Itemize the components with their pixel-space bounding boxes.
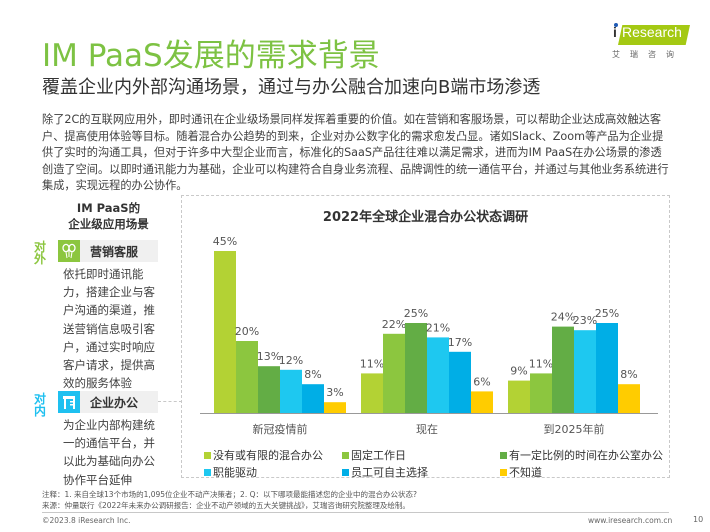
legend-swatch [204,468,211,476]
legend-item: 没有或有限的混合办公 [204,447,323,463]
logo-badge [618,25,690,45]
chart-panel: 2022年全球企业混合办公状态调研 45% 20% 13% 12% 8% 3% 新冠疫情前 1… [181,195,670,480]
office-desk-icon [58,391,80,413]
logo-brand: Research [622,24,682,40]
source-text: 来源：仲量联行《2022年未来办公调研报告：企业不动产领域的五大关键挑战》，艾瑞… [42,501,410,510]
legend-item: 固定工作日 [342,447,406,463]
scenario-office-header: 企业办公 [58,391,158,413]
legend-item: 有一定比例的时间在办公室办公 [500,447,663,463]
bar-value-label: 23% [573,314,597,327]
legend-swatch [204,451,211,459]
bar-value-label: 13% [257,350,281,363]
scenarios-heading: IM PaaS的 企业级应用场景 [56,200,161,232]
bar [236,341,258,413]
bar-value-label: 24% [551,311,575,324]
bar-value-label: 25% [404,307,428,320]
legend-item: 员工可自主选择 [342,464,428,480]
bar-value-label: 21% [426,321,450,334]
legend-item: 职能驱动 [204,464,257,480]
bar-value-label: 12% [279,354,303,367]
bar-value-label: 45% [213,235,237,248]
scenario-office-description: 为企业内部构建统一的通信平台，并以此为基础向办公协作平台延伸 [63,418,155,487]
page-title: IM PaaS发展的需求背景 [42,38,380,74]
scenarios-heading-line2: 企业级应用场景 [68,217,149,231]
intro-paragraph: 除了2C的互联网应用外，即时通讯在企业级场景同样发挥着重要的价值。如在营销和客服… [42,113,669,193]
logo-brand-cn: 艾瑞咨询 [612,50,684,59]
scenario-marketing-description: 依托即时通讯能力，搭建企业与客户沟通的渠道，推送营销信息吸引客户，通过实时响应客… [63,267,155,391]
bar [574,330,596,413]
scenario-marketing-label: 营销客服 [90,245,139,259]
bar [361,373,383,413]
bar [214,251,236,413]
legend-label: 职能驱动 [213,466,257,479]
footer-divider [42,512,669,513]
category-label: 新冠疫情前 [253,422,308,436]
footnotes: 注释：1. 来自全球13个市场的1,095位企业不动产决策者；2. Q：以下哪项… [42,489,417,511]
bar [324,402,346,413]
copyright: ©2023.8 iResearch Inc. [42,516,131,525]
bar [618,384,640,413]
legend-label: 员工可自主选择 [351,466,428,479]
note-text: 注释：1. 来自全球13个市场的1,095位企业不动产决策者；2. Q：以下哪项… [42,490,417,499]
external-tag: 对外 [34,240,47,266]
bar-value-label: 9% [510,365,527,378]
internal-tag: 对内 [34,392,47,418]
bar-value-label: 11% [529,357,553,370]
bar [552,326,574,413]
bar-value-label: 22% [382,318,406,331]
legend-label: 固定工作日 [351,449,406,462]
page-subtitle: 覆盖企业内外部沟通场景，通过与办公融合加速向B端市场渗透 [42,77,541,98]
bar-value-label: 11% [360,357,384,370]
legend-swatch [500,451,507,459]
scenario-marketing-header: 营销客服 [58,240,158,262]
bar [596,323,618,413]
bar-value-label: 17% [448,336,472,349]
chart-title: 2022年全球企业混合办公状态调研 [322,210,529,225]
bar-value-label: 6% [473,375,490,388]
balloons-icon [58,240,80,262]
bar [302,384,324,413]
category-label: 到2025年前 [544,422,605,436]
bar-value-label: 8% [620,368,637,381]
logo-dot-icon [614,23,618,27]
scenario-office-label: 企业办公 [90,396,139,410]
legend-swatch [500,468,507,476]
bar [258,366,280,413]
scenarios-heading-line1: IM PaaS的 [76,201,141,215]
dashed-connector [158,401,182,402]
legend-label: 不知道 [509,466,542,479]
bar-value-label: 20% [235,325,259,338]
legend-swatch [342,451,349,459]
legend-label: 有一定比例的时间在办公室办公 [509,449,663,462]
bar [427,337,449,413]
bar-value-label: 8% [304,368,321,381]
bar [405,323,427,413]
iresearch-logo: i Research [612,22,690,46]
bar [508,380,530,413]
page-number: 10 [693,515,704,524]
bar [280,369,302,413]
legend-label: 没有或有限的混合办公 [213,449,323,462]
category-label: 现在 [416,423,438,436]
bar-value-label: 3% [326,386,343,399]
bar [449,351,471,413]
bar-chart: 45%20%13%12%8%3%新冠疫情前11%22%25%21%17%6%现在… [200,235,658,436]
legend-item: 不知道 [500,464,542,480]
logo-prefix: i [613,24,617,40]
bar [383,333,405,413]
bar [471,391,493,413]
bar-value-label: 25% [595,307,619,320]
legend-swatch [342,468,349,476]
website-link[interactable]: www.iresearch.com.cn [588,516,673,525]
bar [530,373,552,413]
